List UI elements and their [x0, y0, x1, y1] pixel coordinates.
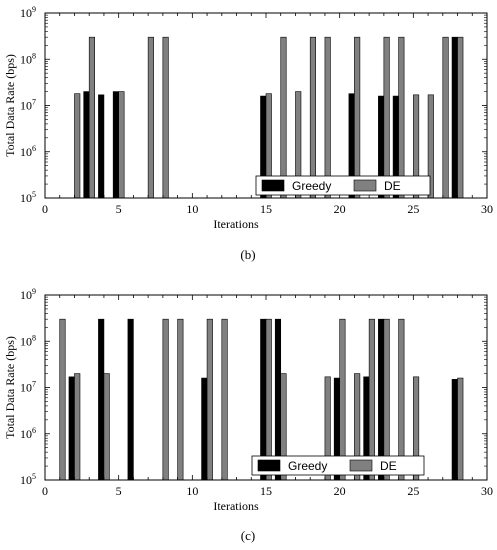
x-tick-label: 15 — [260, 202, 272, 216]
x-tick-label: 5 — [116, 202, 122, 216]
bar-greedy-11 — [201, 377, 208, 481]
y-axis-label: Total Data Rate (bps) — [3, 54, 17, 157]
x-tick-label: 25 — [407, 484, 419, 498]
x-tick-label: 20 — [334, 202, 346, 216]
bar-greedy-4 — [98, 94, 105, 199]
bar-greedy-2 — [68, 376, 75, 481]
bar-de-4 — [103, 373, 110, 481]
bar-de-12 — [221, 318, 228, 481]
chart-panel-2: 0 5 10 15 20 25 30 105 106 107 108 109 Iterations Tot… — [3, 287, 493, 543]
y-tick-label: 109 — [20, 5, 36, 20]
bar-de-16 — [280, 36, 287, 199]
legend-label-de: DE — [380, 459, 397, 473]
bar-de-1 — [59, 318, 66, 481]
y-tick-label: 108 — [20, 51, 36, 66]
x-tick-label: 0 — [42, 202, 48, 216]
bar-de-8 — [162, 36, 169, 199]
x-axis-label: Iterations — [213, 217, 259, 231]
y-tick-label: 105 — [20, 190, 36, 205]
bar-de-28 — [457, 377, 464, 481]
legend-label-greedy: Greedy — [288, 459, 327, 473]
bar-greedy-6 — [127, 318, 134, 481]
legend-box — [255, 175, 431, 196]
bar-de-27 — [442, 36, 449, 199]
x-axis-label: Iterations — [213, 499, 259, 513]
bar-de-23 — [383, 36, 390, 199]
chart-panel-1: 0 5 10 15 20 25 30 105 106 107 108 109 Iterations Tot… — [3, 5, 493, 262]
x-tick-label: 30 — [481, 202, 493, 216]
x-tick-label: 10 — [186, 202, 198, 216]
legend-label-greedy: Greedy — [292, 179, 331, 193]
bar-de-21 — [354, 36, 361, 199]
bar-greedy-3 — [83, 91, 90, 199]
y-tick-label: 105 — [20, 472, 36, 487]
legend-label-de: DE — [384, 179, 401, 193]
x-tick-label: 30 — [481, 484, 493, 498]
bar-de-9 — [177, 318, 184, 481]
bar-de-5 — [118, 91, 125, 199]
bar-de-24 — [398, 36, 405, 199]
y-axis-label: Total Data Rate (bps) — [3, 336, 17, 439]
bar-de-19 — [324, 36, 331, 199]
bar-greedy-4 — [98, 318, 105, 481]
x-tick-label: 5 — [116, 484, 122, 498]
x-tick-label: 25 — [407, 202, 419, 216]
bar-de-28 — [457, 36, 464, 199]
y-tick-label: 108 — [20, 333, 36, 348]
y-tick-label: 106 — [20, 144, 36, 159]
bar-de-18 — [309, 36, 317, 199]
legend-box — [251, 455, 425, 476]
bar-greedy-5 — [112, 91, 119, 199]
legend-swatch-greedy — [261, 179, 285, 192]
bar-greedy-28 — [451, 379, 458, 481]
y-tick-label: 107 — [20, 98, 36, 113]
y-tick-label: 107 — [20, 380, 36, 395]
panel-caption: (b) — [240, 247, 255, 262]
x-tick-label: 20 — [334, 484, 346, 498]
legend-swatch-greedy — [257, 459, 281, 472]
x-tick-label: 10 — [186, 484, 198, 498]
legend-swatch-de — [349, 459, 373, 472]
legend: Greedy DE — [255, 175, 431, 196]
y-tick-label: 106 — [20, 426, 36, 441]
bar-de-3 — [88, 36, 95, 199]
x-tick-label: 0 — [42, 484, 48, 498]
legend-swatch-de — [353, 179, 377, 192]
bar-de-8 — [162, 318, 169, 481]
legend: Greedy DE — [251, 455, 425, 476]
bar-de-2 — [74, 373, 81, 481]
x-tick-label: 15 — [260, 484, 272, 498]
bar-de-11 — [206, 318, 213, 481]
y-tick-label: 109 — [20, 287, 36, 302]
panel-caption: (c) — [241, 528, 255, 543]
bar-de-2 — [74, 93, 81, 199]
bar-greedy-28 — [451, 36, 458, 199]
bar-de-7 — [147, 36, 154, 199]
